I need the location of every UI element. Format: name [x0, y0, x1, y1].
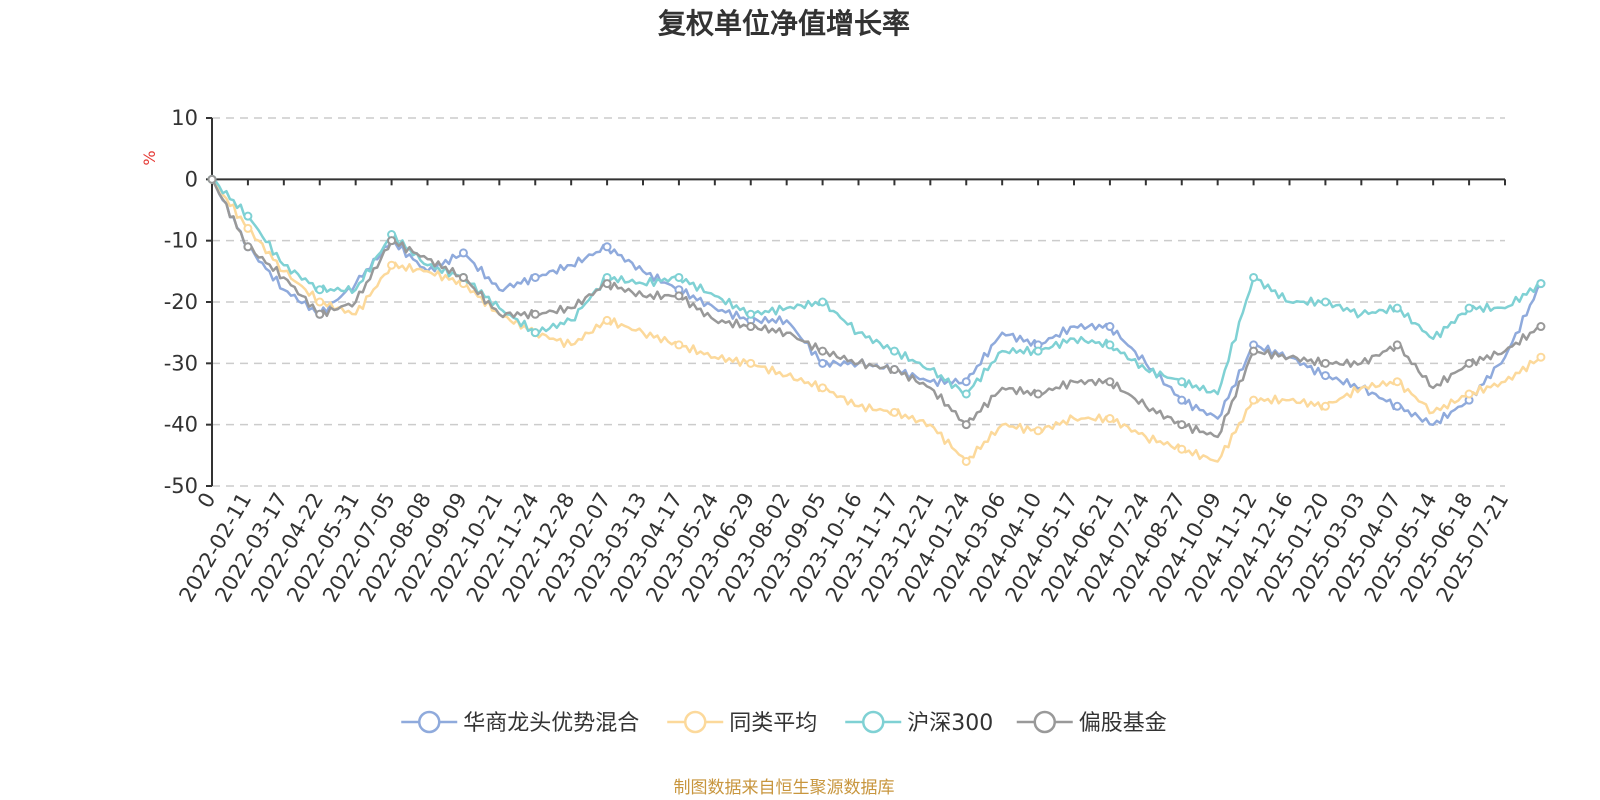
legend-label: 华商龙头优势混合: [463, 711, 639, 736]
series-0: [207, 174, 1546, 426]
data-point: [1536, 352, 1546, 362]
source-note: 制图数据来自恒生聚源数据库: [674, 778, 895, 798]
data-point: [1320, 401, 1330, 411]
x-tick-label: 0: [193, 489, 220, 513]
data-point: [458, 272, 468, 282]
data-point: [1464, 358, 1474, 368]
data-point: [1392, 377, 1402, 387]
data-point: [1033, 346, 1043, 356]
data-point: [889, 407, 899, 417]
data-point: [1177, 420, 1187, 430]
data-point: [315, 297, 325, 307]
legend-circle-icon: [1033, 710, 1056, 734]
legend-label: 同类平均: [729, 711, 817, 736]
data-point: [1249, 346, 1259, 356]
data-point: [1177, 395, 1187, 405]
legend[interactable]: 华商龙头优势混合 同类平均 沪深300 偏股基金: [401, 710, 1167, 736]
data-point: [530, 328, 540, 338]
series-1: [207, 174, 1546, 466]
legend-item[interactable]: 华商龙头优势混合: [401, 710, 639, 736]
data-point: [1105, 322, 1115, 332]
data-point: [602, 315, 612, 325]
legend-item[interactable]: 偏股基金: [1016, 710, 1167, 736]
data-point: [1177, 377, 1187, 387]
data-point: [746, 309, 756, 319]
series-line: [211, 178, 1542, 396]
data-point: [1105, 377, 1115, 387]
y-axis-unit: %: [140, 150, 159, 165]
data-point: [530, 309, 540, 319]
legend-item[interactable]: 同类平均: [667, 710, 817, 736]
y-tick-label: -20: [164, 290, 198, 314]
data-point: [818, 383, 828, 393]
data-point: [961, 456, 971, 466]
data-point: [1320, 371, 1330, 381]
y-tick-label: -40: [164, 413, 198, 437]
data-point: [1320, 358, 1330, 368]
data-point: [243, 242, 253, 252]
data-point: [961, 377, 971, 387]
data-point: [746, 322, 756, 332]
chart-title: 复权单位净值增长率: [658, 7, 910, 40]
legend-circle-icon: [418, 710, 441, 734]
data-point: [315, 309, 325, 319]
data-point: [961, 389, 971, 399]
y-tick-label: -30: [164, 351, 198, 375]
data-point: [746, 358, 756, 368]
series-2: [207, 174, 1546, 399]
y-tick-label: -50: [164, 474, 198, 498]
data-point: [1392, 303, 1402, 313]
data-point: [1249, 272, 1259, 282]
legend-item[interactable]: 沪深300: [845, 710, 993, 736]
data-point: [1536, 322, 1546, 332]
data-point: [207, 174, 217, 184]
legend-label: 偏股基金: [1079, 711, 1167, 736]
data-point: [1464, 303, 1474, 313]
legend-circle-icon: [862, 710, 885, 734]
data-point: [1464, 389, 1474, 399]
data-point: [674, 291, 684, 301]
axes: 100-10-20-30-40-5002022-02-112022-03-172…: [164, 106, 1514, 606]
series-3: [207, 174, 1546, 439]
y-tick-label: 0: [185, 167, 198, 191]
legend-label: 沪深300: [907, 711, 993, 736]
data-point: [1033, 426, 1043, 436]
legend-circle-icon: [684, 710, 707, 734]
data-point: [315, 285, 325, 295]
data-point: [458, 248, 468, 258]
data-point: [1249, 395, 1259, 405]
data-point: [674, 272, 684, 282]
data-point: [243, 223, 253, 233]
data-point: [818, 297, 828, 307]
gridlines: [212, 117, 1505, 487]
data-point: [387, 236, 397, 246]
data-point: [674, 340, 684, 350]
series-lines: [207, 174, 1546, 466]
data-point: [602, 279, 612, 289]
series-line: [210, 178, 1542, 463]
data-point: [889, 346, 899, 356]
data-point: [1536, 279, 1546, 289]
data-point: [961, 420, 971, 430]
data-point: [1177, 444, 1187, 454]
y-tick-label: 10: [171, 106, 198, 130]
data-point: [243, 211, 253, 221]
data-point: [1392, 340, 1402, 350]
y-tick-label: -10: [164, 229, 198, 253]
data-point: [818, 346, 828, 356]
data-point: [530, 272, 540, 282]
data-point: [818, 358, 828, 368]
data-point: [889, 364, 899, 374]
data-point: [387, 260, 397, 270]
data-point: [1392, 401, 1402, 411]
series-line: [210, 178, 1542, 439]
data-point: [1033, 389, 1043, 399]
data-point: [1105, 414, 1115, 424]
data-point: [1320, 297, 1330, 307]
data-point: [602, 242, 612, 252]
data-point: [1105, 340, 1115, 350]
